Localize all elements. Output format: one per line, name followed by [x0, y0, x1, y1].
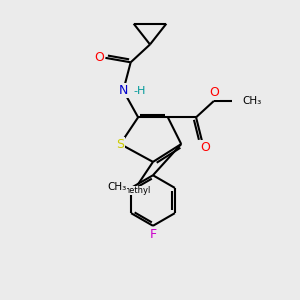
Text: N: N: [118, 84, 128, 97]
Text: F: F: [149, 228, 157, 241]
Text: methyl: methyl: [121, 186, 150, 195]
Text: S: S: [116, 138, 124, 151]
Text: O: O: [200, 140, 210, 154]
Text: O: O: [94, 51, 104, 64]
Text: CH₃: CH₃: [242, 96, 261, 106]
Text: O: O: [209, 86, 219, 100]
Text: CH₃: CH₃: [107, 182, 126, 192]
Text: -H: -H: [134, 85, 146, 96]
